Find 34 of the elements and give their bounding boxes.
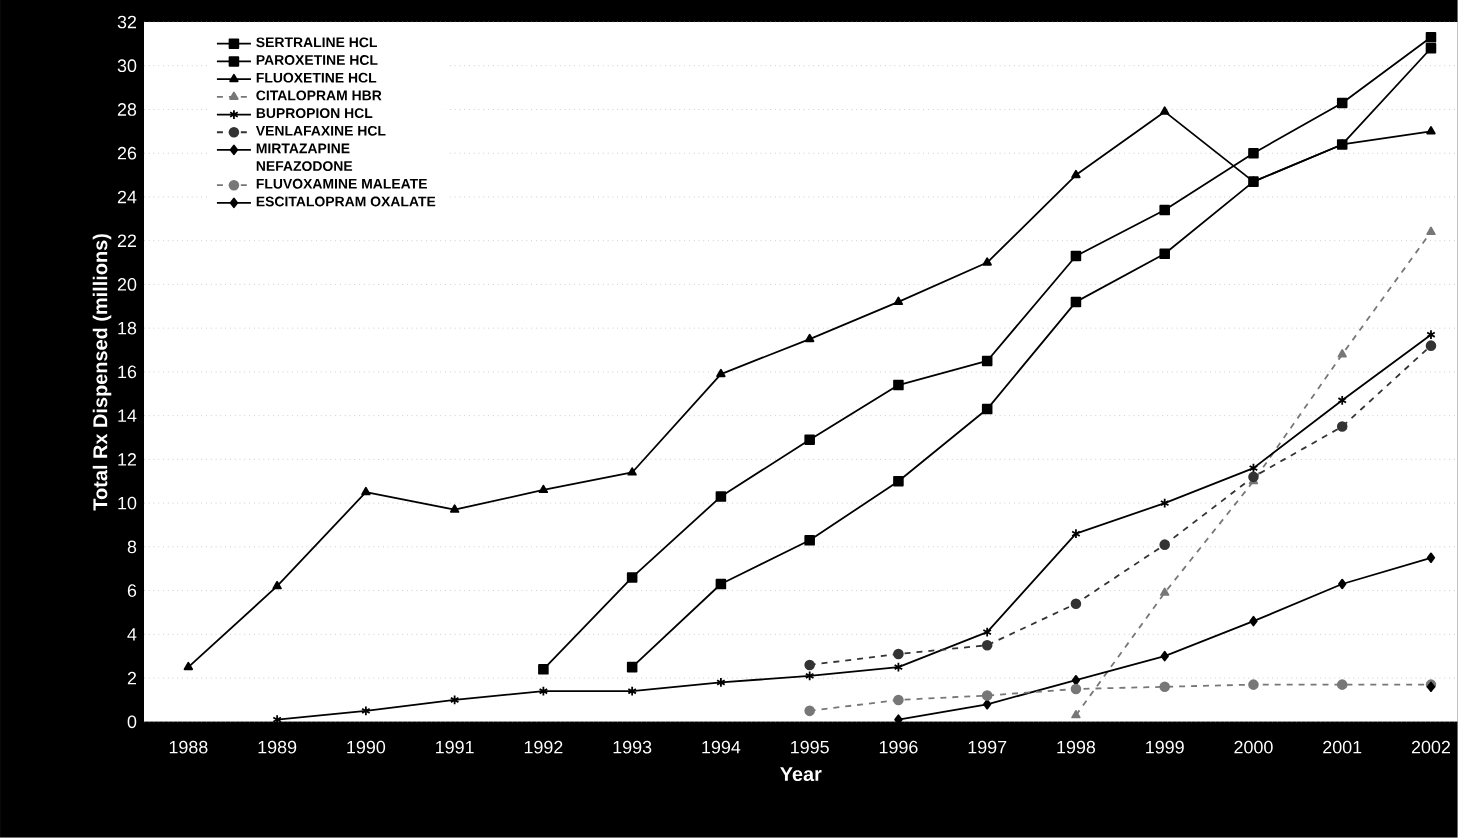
y-tick-label: 10 <box>118 496 137 510</box>
x-tick-label: 1989 <box>258 740 297 754</box>
y-tick-label: 18 <box>118 321 137 335</box>
x-tick-label: 1998 <box>1057 740 1096 754</box>
x-tick-label: 1994 <box>702 740 741 754</box>
x-axis-title: Year <box>780 767 822 782</box>
y-tick-label: 4 <box>127 628 137 641</box>
y-tick-label: 20 <box>117 278 137 291</box>
y-axis-title: Total Rx Dispensed (millions) <box>92 234 112 511</box>
x-tick-label: 1993 <box>613 740 652 754</box>
x-tick-label: 1996 <box>879 740 918 754</box>
y-tick-label: 30 <box>117 59 137 73</box>
x-tick-label: 2002 <box>1411 740 1450 754</box>
y-tick-label: 14 <box>118 409 137 422</box>
x-tick-label: 1999 <box>1146 740 1184 754</box>
y-tick-label: 22 <box>117 234 137 248</box>
y-tick-label: 0 <box>127 715 137 729</box>
x-tick-label: 2001 <box>1323 740 1362 754</box>
y-tick-label: 24 <box>117 190 137 204</box>
x-tick-label: 1992 <box>524 740 563 754</box>
x-tick-label: 2000 <box>1234 740 1273 754</box>
x-tick-label: 1991 <box>436 740 474 754</box>
y-tick-label: 28 <box>117 103 137 116</box>
y-tick-label: 16 <box>118 365 137 379</box>
y-tick-label: 12 <box>118 453 137 466</box>
y-tick-label: 8 <box>127 540 137 554</box>
x-tick-label: 1990 <box>347 740 386 754</box>
y-tick-label: 26 <box>117 146 137 160</box>
y-tick-label: 2 <box>127 671 137 685</box>
y-tick-label: 32 <box>117 15 137 29</box>
x-tick-label: 1995 <box>791 740 829 754</box>
x-tick-label: 1988 <box>169 740 208 754</box>
x-tick-label: 1997 <box>968 740 1007 754</box>
y-tick-label: 6 <box>127 584 137 598</box>
